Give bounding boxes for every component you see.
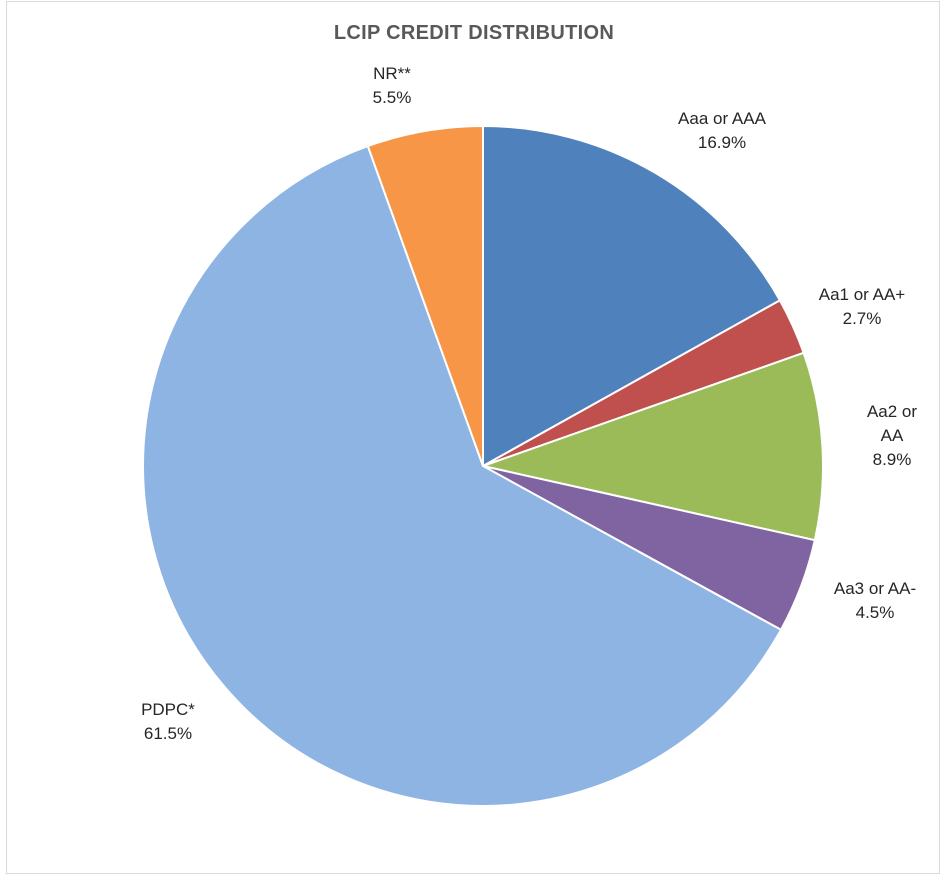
slice-category: Aa3 or AA- (834, 579, 916, 598)
slice-percent: 5.5% (373, 88, 412, 107)
slice-category: Aa2 or (867, 402, 917, 421)
pie-slice-2 (479, 351, 824, 542)
slice-label-3: Aa3 or AA- 4.5% (834, 579, 916, 622)
slice-category: PDPC* (141, 700, 195, 719)
slice-category: NR** (373, 64, 411, 83)
slice-percent: 2.7% (843, 309, 882, 328)
pie-slice-4 (142, 144, 783, 807)
slice-label-1: Aa1 or AA+ 2.7% (819, 285, 906, 328)
pie-slice-5 (366, 124, 484, 467)
slice-percent: 4.5% (856, 603, 895, 622)
slice-category: Aa1 or AA+ (819, 285, 906, 304)
slice-label-5: NR** 5.5% (373, 64, 412, 107)
pie-slice-0 (482, 124, 782, 468)
slice-label-0: Aaa or AAA 16.9% (678, 109, 767, 152)
slice-label-2: Aa2 or AA 8.9% (867, 402, 917, 469)
slice-percent: 8.9% (873, 450, 912, 469)
slice-category: AA (881, 426, 904, 445)
slice-category: Aaa or AAA (678, 109, 767, 128)
slice-percent: 16.9% (698, 133, 746, 152)
slice-percent: 61.5% (144, 724, 192, 743)
slice-label-4: PDPC* 61.5% (141, 700, 195, 743)
chart-title: LCIP CREDIT DISTRIBUTION (333, 22, 615, 44)
